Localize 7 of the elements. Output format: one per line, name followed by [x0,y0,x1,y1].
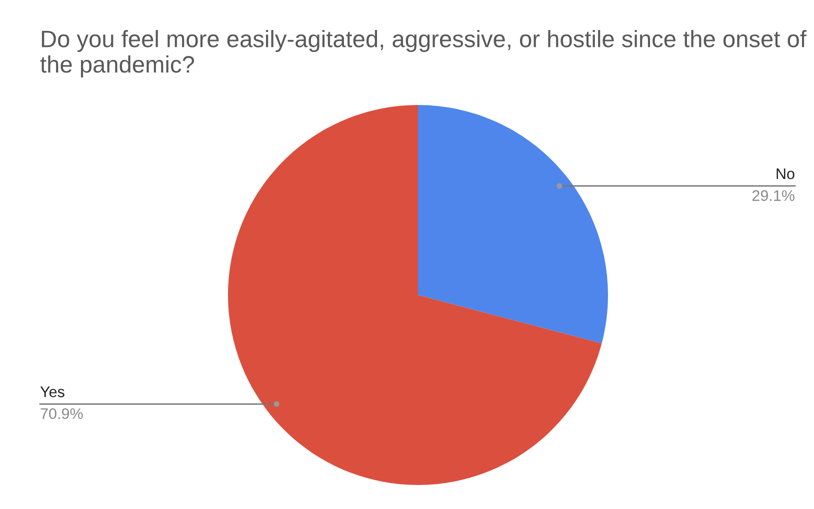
data-label: 70.9% [40,408,83,420]
chart-title: Do you feel more easily-agitated, aggressive, or hostile since the onset of the pandemic? [40,30,806,78]
data-label: 29.1% [752,190,794,201]
pie-slice [228,105,602,485]
pie-slice [418,105,608,344]
slice-label: Yes [40,386,64,398]
slice-label: No [776,168,794,180]
